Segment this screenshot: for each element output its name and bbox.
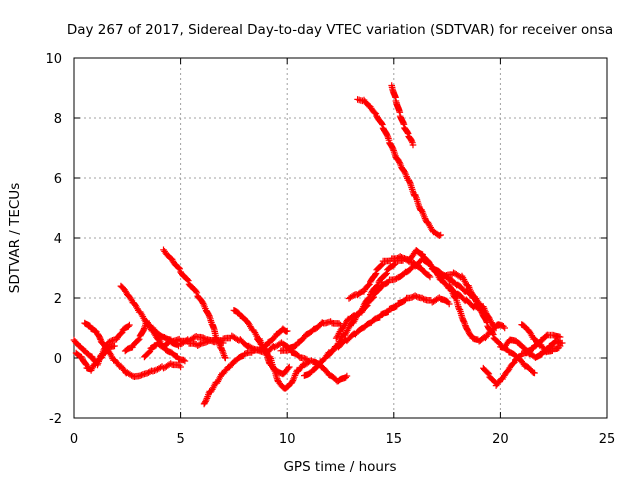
grid <box>74 58 607 418</box>
series-markers <box>177 332 312 365</box>
y-tick-label: 8 <box>54 112 62 127</box>
x-tick-labels: 0 5 10 15 20 25 <box>70 432 615 447</box>
series-s20 <box>388 82 417 149</box>
series-markers <box>160 246 229 362</box>
series-s17 <box>433 267 538 377</box>
axis-ticks <box>73 57 608 419</box>
series-s23 <box>518 321 564 356</box>
y-tick-label: 10 <box>45 52 62 67</box>
y-tick-labels: -2 0 2 4 6 8 10 <box>45 52 62 427</box>
y-tick-label: 4 <box>54 232 62 247</box>
y-axis-label: SDTVAR / TECUs <box>7 183 23 293</box>
y-tick-label: 2 <box>54 292 62 307</box>
x-tick-label: 20 <box>492 432 509 447</box>
data-points <box>70 82 566 408</box>
x-tick-label: 0 <box>70 432 78 447</box>
x-tick-label: 25 <box>599 432 616 447</box>
series-markers <box>354 96 444 239</box>
x-tick-label: 15 <box>386 432 403 447</box>
x-tick-label: 10 <box>279 432 296 447</box>
x-tick-label: 5 <box>176 432 184 447</box>
y-tick-label: -2 <box>49 412 62 427</box>
series-markers <box>254 335 351 392</box>
series-s18 <box>445 281 508 345</box>
series-markers <box>388 82 417 149</box>
series-s6 <box>141 337 182 361</box>
series-markers <box>81 319 184 380</box>
series-s9 <box>177 332 312 365</box>
y-tick-label: 0 <box>54 352 62 367</box>
series-markers <box>345 247 500 332</box>
y-tick-label: 6 <box>54 172 62 187</box>
chart-title: Day 267 of 2017, Sidereal Day-to-day VTE… <box>67 22 613 38</box>
series-s2 <box>72 342 118 374</box>
series-s12 <box>277 318 344 355</box>
series-s3 <box>81 319 184 380</box>
series-s7 <box>160 246 229 362</box>
series-markers <box>433 267 538 377</box>
series-s16 <box>345 247 500 332</box>
series-markers <box>141 337 182 361</box>
series-markers <box>277 318 344 355</box>
series-markers <box>518 321 564 356</box>
series-s11 <box>254 335 351 392</box>
series-s19 <box>354 96 444 239</box>
x-axis-label: GPS time / hours <box>283 459 396 475</box>
series-markers <box>445 281 508 345</box>
series-markers <box>72 342 118 374</box>
